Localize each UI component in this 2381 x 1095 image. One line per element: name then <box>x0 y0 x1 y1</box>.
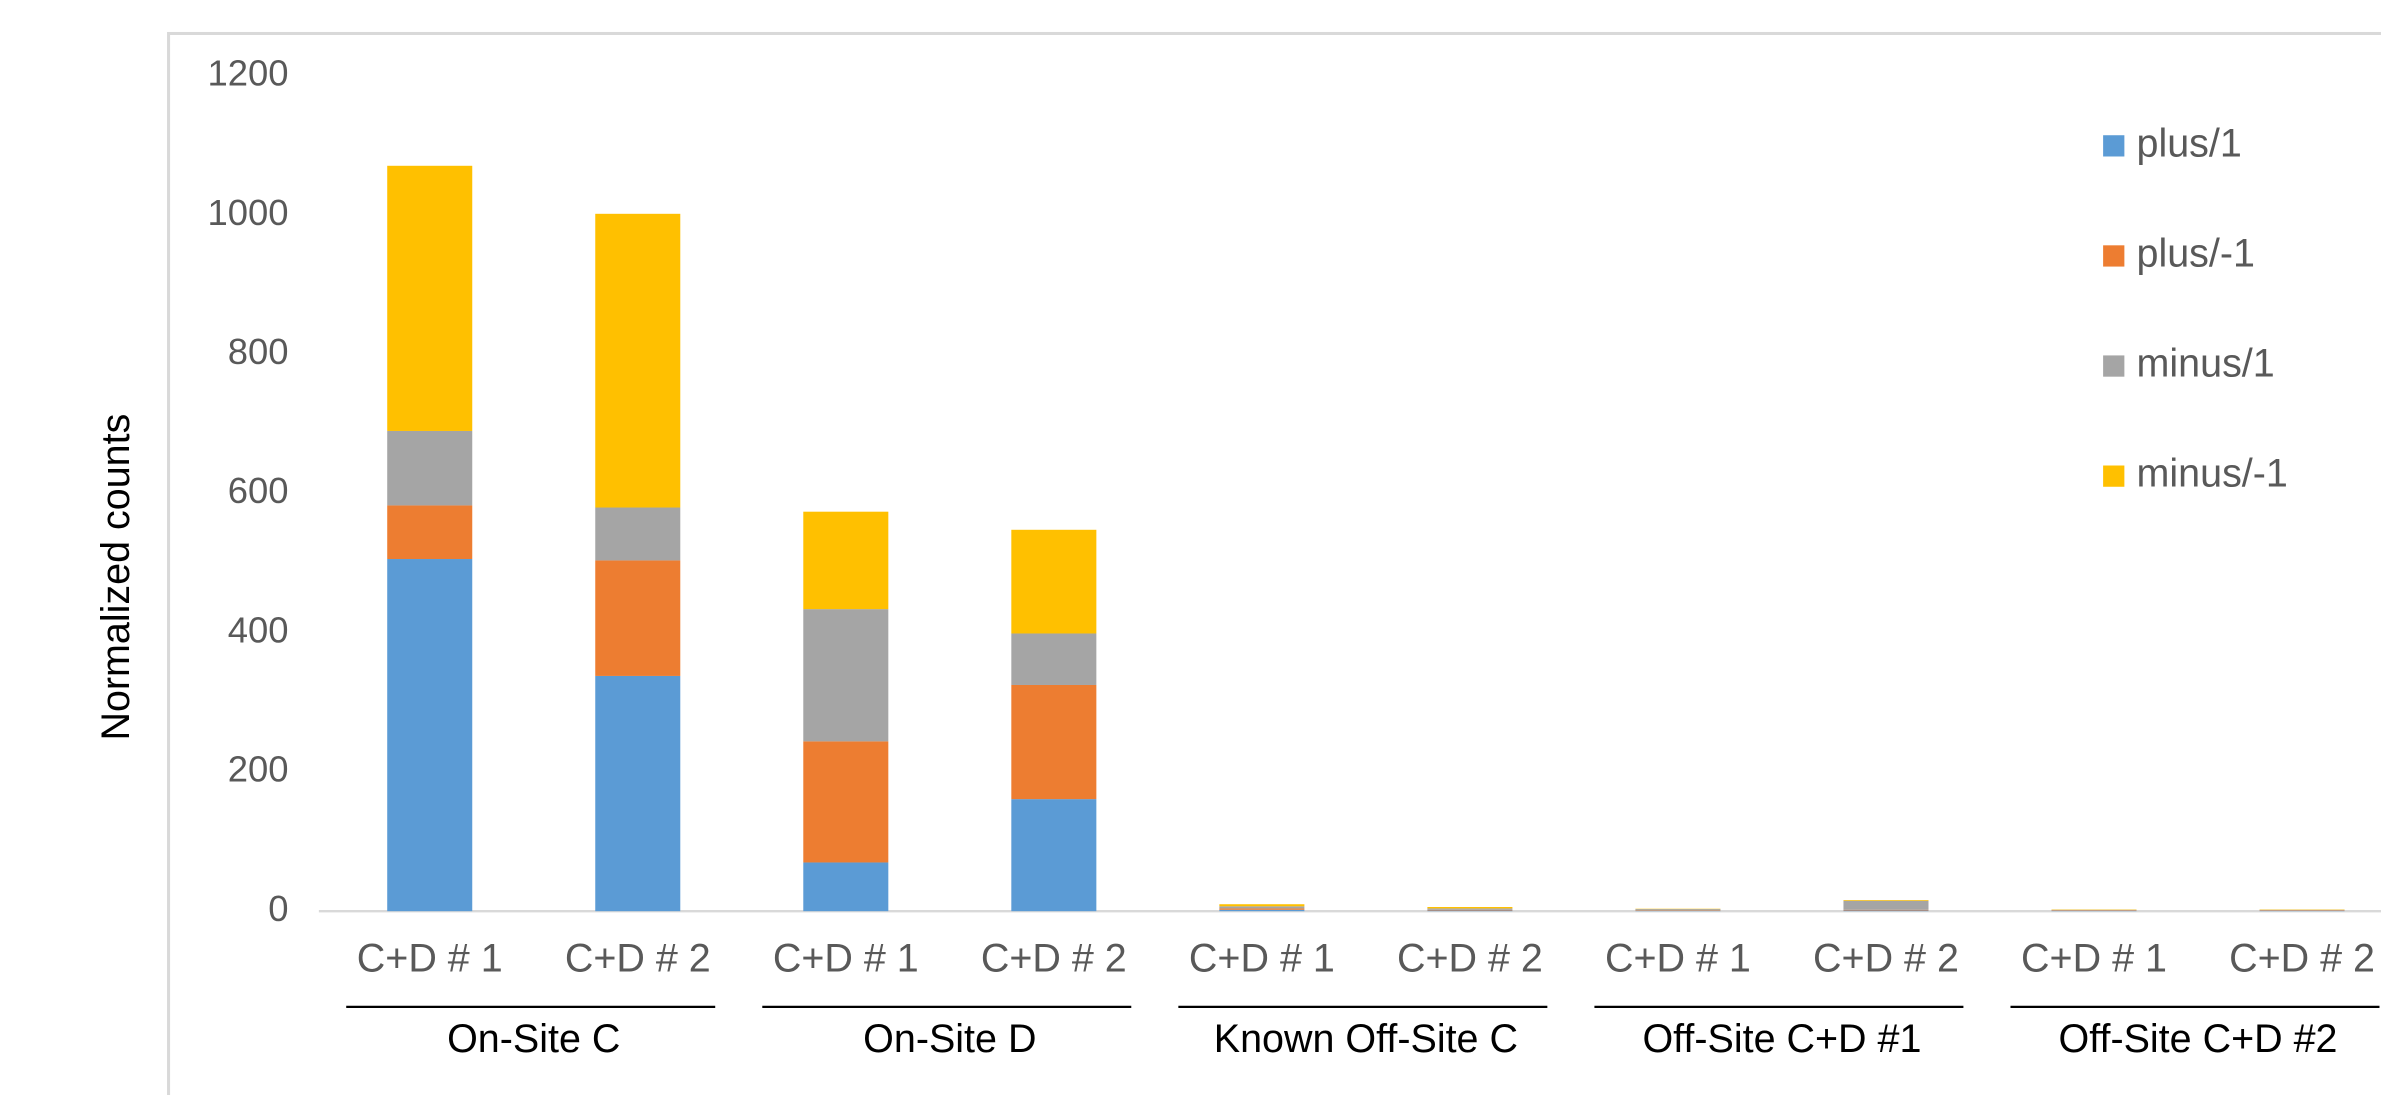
bar-segment <box>1011 684 1097 800</box>
bar-segment <box>1219 908 1305 910</box>
legend-swatch <box>2103 245 2125 267</box>
y-tick-label: 800 <box>228 331 289 372</box>
bar-segment <box>803 511 889 610</box>
x-tick-label: C+D # 2 <box>565 937 711 981</box>
bar-segment <box>595 213 681 508</box>
bar-segment <box>1427 908 1513 910</box>
bar-segment <box>1219 904 1305 907</box>
bar-segment <box>595 507 681 561</box>
x-tick-label: C+D # 2 <box>1813 937 1959 981</box>
legend-label: plus/-1 <box>2137 231 2255 275</box>
bar-segment <box>803 741 889 863</box>
bar-segment <box>803 609 889 742</box>
bar-segment <box>1843 900 1929 910</box>
group-label: On-Site C <box>447 1017 620 1061</box>
legend-swatch <box>2103 355 2125 377</box>
group-label: Off-Site C+D #1 <box>1642 1017 1921 1061</box>
legend-label: plus/1 <box>2137 121 2242 165</box>
group-label: On-Site D <box>863 1017 1036 1061</box>
legend-swatch <box>2103 465 2125 487</box>
y-tick-label: 1200 <box>207 53 288 94</box>
group-label: Known Off-Site C <box>1214 1017 1518 1061</box>
bar-segment <box>803 862 889 912</box>
y-tick-label: 200 <box>228 749 289 790</box>
chart-frame <box>167 31 2381 1095</box>
bar-segment <box>2259 909 2345 911</box>
y-tick-label: 0 <box>268 888 288 929</box>
bar-segment <box>387 505 473 560</box>
x-tick-label: C+D # 1 <box>1605 937 1751 981</box>
bar-segment <box>595 675 681 912</box>
bar-segment <box>1635 909 1721 911</box>
bar-segment <box>1011 529 1097 634</box>
bar-segment <box>1011 633 1097 685</box>
y-tick-label: 400 <box>228 609 289 650</box>
x-tick-label: C+D # 2 <box>2229 937 2375 981</box>
bar-segment <box>1843 910 1929 912</box>
x-tick-label: C+D # 2 <box>981 937 1127 981</box>
bar-segment <box>595 560 681 676</box>
bar-segment <box>1219 909 1305 912</box>
x-tick-label: C+D # 2 <box>1397 937 1543 981</box>
bar-segment <box>1843 900 1929 901</box>
bar-segment <box>1427 907 1513 909</box>
bar-segment <box>1011 799 1097 912</box>
bar-segment <box>1427 910 1513 912</box>
bar-segment <box>1843 909 1929 911</box>
bar-segment <box>387 430 473 506</box>
group-label: Off-Site C+D #2 <box>2059 1017 2338 1061</box>
bar-segment <box>1427 909 1513 911</box>
x-tick-label: C+D # 1 <box>2021 937 2167 981</box>
bar-segment <box>387 559 473 912</box>
bar-segment <box>1219 906 1305 909</box>
bar-segment <box>2051 909 2137 911</box>
y-axis-label: Normalized counts <box>94 414 138 741</box>
bar-segment <box>387 165 473 431</box>
legend-label: minus/1 <box>2137 341 2275 385</box>
y-tick-label: 600 <box>228 470 289 511</box>
x-tick-label: C+D # 1 <box>1189 937 1335 981</box>
legend-label: minus/-1 <box>2137 452 2288 496</box>
y-tick-label: 1000 <box>207 192 288 233</box>
legend-swatch <box>2103 135 2125 157</box>
x-tick-label: C+D # 1 <box>773 937 919 981</box>
x-tick-label: C+D # 1 <box>357 937 503 981</box>
